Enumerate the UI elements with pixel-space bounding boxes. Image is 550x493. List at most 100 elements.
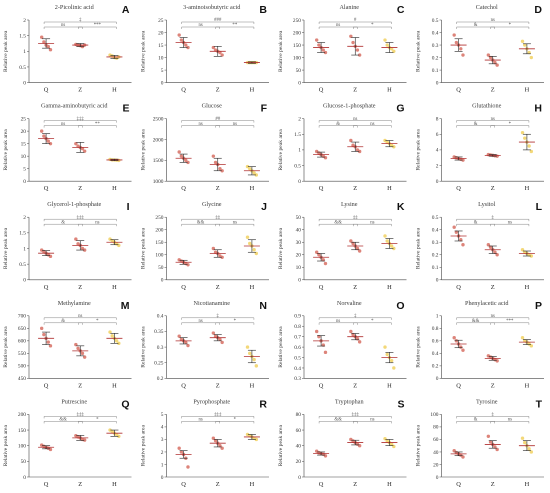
y-axis-label: Relative peak area bbox=[278, 227, 284, 269]
data-point bbox=[317, 253, 321, 257]
sig-bracket-q-z-line bbox=[456, 26, 495, 29]
y-tick-label: 100 bbox=[155, 253, 163, 259]
y-tick-label: 250 bbox=[155, 215, 163, 221]
panel-letter: E bbox=[122, 103, 129, 115]
data-point bbox=[527, 447, 531, 451]
data-point bbox=[177, 33, 181, 37]
y-tick-label: 20 bbox=[433, 462, 439, 468]
data-point bbox=[245, 164, 250, 169]
data-point bbox=[211, 246, 216, 251]
sig-bracket-q-h-label: ‡ bbox=[217, 314, 220, 319]
x-tick-label: Z bbox=[353, 87, 357, 94]
data-point bbox=[254, 251, 259, 256]
sig-bracket-q-z-label: && bbox=[59, 418, 67, 423]
y-tick-label: 5 bbox=[23, 166, 26, 172]
y-tick-label: 8 bbox=[436, 116, 439, 122]
data-point bbox=[454, 230, 459, 234]
sig-bracket-q-z-label: ns bbox=[199, 319, 203, 324]
x-tick-label: Z bbox=[78, 185, 82, 192]
sig-bracket-q-z-line bbox=[43, 421, 83, 424]
data-point bbox=[46, 340, 50, 344]
y-tick-label: 0.6 bbox=[432, 339, 439, 345]
sig-bracket-q-h-label: ns bbox=[491, 117, 495, 122]
x-tick-label: Z bbox=[353, 382, 357, 389]
y-axis-label: Relative peak area bbox=[416, 425, 422, 467]
x-tick-label: H bbox=[387, 284, 392, 291]
x-tick-label: Q bbox=[456, 481, 461, 488]
y-tick-label: 150 bbox=[293, 43, 301, 49]
x-tick-label: Q bbox=[456, 185, 461, 192]
y-tick-label: 0.5 bbox=[432, 18, 439, 24]
x-tick-label: Q bbox=[44, 185, 49, 192]
data-point bbox=[74, 342, 78, 347]
data-point bbox=[486, 243, 491, 247]
x-tick-label: Z bbox=[78, 87, 82, 94]
data-point bbox=[248, 166, 252, 171]
data-point bbox=[523, 43, 527, 47]
data-point bbox=[520, 248, 525, 252]
x-tick-label: Z bbox=[78, 284, 82, 291]
panel-title: Nicotianamine bbox=[194, 300, 231, 307]
x-tick-label: H bbox=[250, 284, 255, 291]
y-tick-label: 0 bbox=[298, 278, 301, 284]
data-point bbox=[184, 43, 188, 47]
sig-bracket-z-h-line bbox=[215, 421, 255, 424]
data-point bbox=[461, 455, 465, 459]
data-point bbox=[357, 340, 362, 344]
data-point bbox=[74, 141, 78, 146]
y-tick-label: 450 bbox=[18, 376, 26, 382]
sig-bracket-q-z-line bbox=[456, 223, 495, 227]
y-tick-label: 0.3 bbox=[294, 376, 301, 382]
y-axis-label: Relative peak area bbox=[141, 227, 147, 269]
data-point bbox=[179, 450, 184, 454]
y-tick-label: 1500 bbox=[153, 158, 164, 164]
y-tick-label: 0.8 bbox=[432, 326, 439, 332]
data-point bbox=[245, 235, 250, 239]
x-tick-label: Q bbox=[181, 87, 186, 94]
y-tick-label: 0 bbox=[436, 278, 439, 284]
panel-title: Glycine bbox=[202, 201, 222, 208]
sig-bracket-q-h-label: ns bbox=[353, 117, 357, 122]
y-tick-label: 500 bbox=[18, 364, 26, 370]
y-tick-label: 0.4 bbox=[432, 228, 439, 234]
sig-bracket-z-h-label: ns bbox=[508, 220, 512, 225]
data-point bbox=[114, 339, 119, 343]
panel-title: Lysine bbox=[341, 201, 358, 208]
sig-bracket-q-h-label: ‡‡‡ bbox=[214, 413, 222, 418]
sig-bracket-q-h-line bbox=[181, 120, 255, 123]
data-point bbox=[184, 340, 188, 345]
x-tick-label: Z bbox=[491, 185, 495, 192]
x-tick-label: H bbox=[387, 185, 392, 192]
panel-title: Methylamine bbox=[58, 300, 91, 307]
panel-letter: A bbox=[122, 4, 130, 16]
y-tick-label: 2 bbox=[298, 116, 301, 122]
data-point bbox=[177, 334, 181, 338]
sig-bracket-q-z-label: & bbox=[336, 122, 340, 127]
y-tick-label: 100 bbox=[293, 55, 301, 61]
y-axis-label: Relative peak area bbox=[416, 129, 422, 171]
sig-bracket-q-z-label: & bbox=[474, 23, 478, 28]
data-point bbox=[349, 138, 353, 143]
data-point bbox=[42, 134, 46, 138]
y-tick-label: 2500 bbox=[153, 116, 164, 122]
sig-bracket-q-z-line bbox=[318, 26, 358, 29]
y-tick-label: 100 bbox=[18, 444, 26, 450]
x-tick-label: Z bbox=[353, 284, 357, 291]
data-point bbox=[461, 158, 465, 162]
data-point bbox=[520, 436, 525, 440]
panel-title: Glucose-1-phosphate bbox=[323, 103, 376, 110]
data-point bbox=[314, 38, 319, 42]
data-point bbox=[117, 434, 121, 439]
x-tick-label: Z bbox=[216, 382, 220, 389]
sig-bracket-z-h-label: ns bbox=[233, 122, 237, 127]
sig-bracket-z-h-label: * bbox=[509, 122, 512, 127]
data-point bbox=[42, 332, 46, 337]
sig-bracket-q-h-line bbox=[318, 317, 392, 320]
panel-letter: Q bbox=[121, 398, 129, 410]
y-tick-label: 0.3 bbox=[432, 43, 439, 49]
x-tick-label: H bbox=[387, 481, 392, 488]
y-tick-label: 0.5 bbox=[432, 215, 439, 221]
y-tick-label: 2 bbox=[23, 215, 26, 221]
panel-title: Alanine bbox=[339, 4, 359, 11]
data-point bbox=[529, 55, 534, 60]
